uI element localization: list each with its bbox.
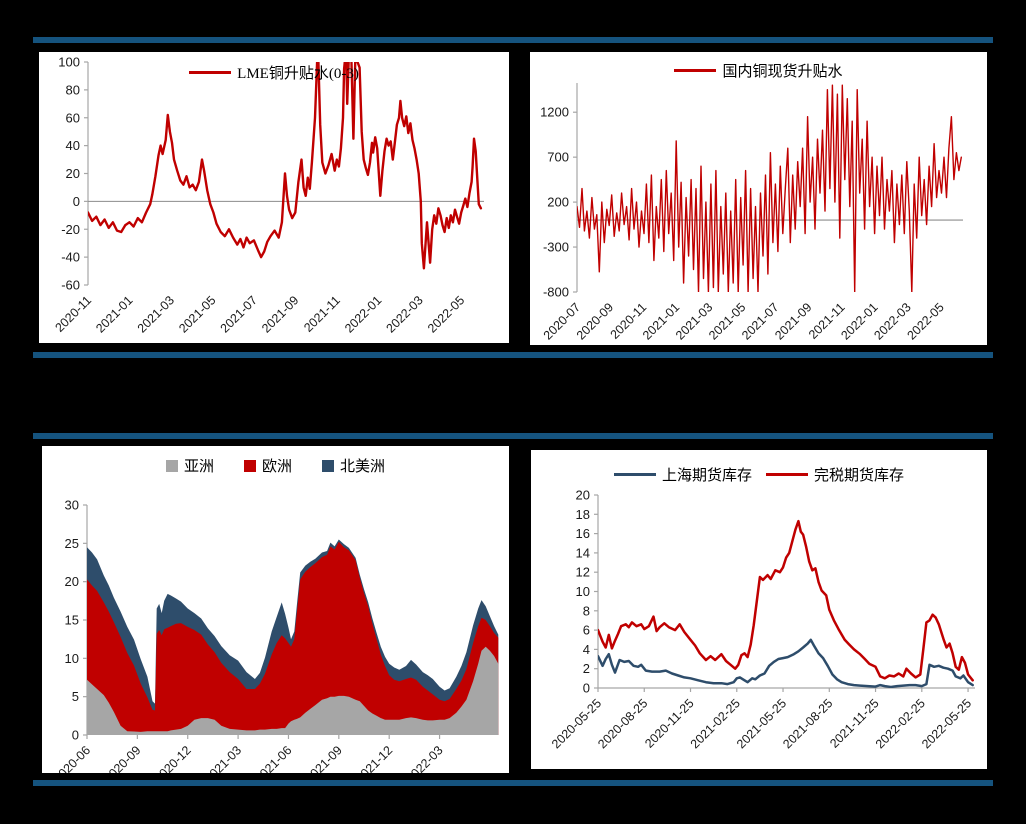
- legend-label: 欧洲: [261, 459, 292, 475]
- svg-text:-20: -20: [61, 222, 80, 237]
- svg-text:2022-05: 2022-05: [425, 293, 467, 335]
- legend-item-duty-paid: 完税期货库存: [766, 464, 904, 485]
- svg-text:200: 200: [547, 195, 569, 210]
- divider-bar-top: [33, 37, 993, 43]
- divider-bar-mid-lower: [33, 433, 993, 439]
- svg-text:14: 14: [576, 545, 590, 560]
- svg-text:-300: -300: [543, 240, 569, 255]
- svg-text:2020-09: 2020-09: [101, 743, 143, 773]
- svg-text:15: 15: [65, 613, 79, 628]
- divider-bar-mid-upper: [33, 352, 993, 358]
- svg-text:2020-08-25: 2020-08-25: [595, 696, 650, 751]
- legend-label: LME铜升贴水(0-3): [237, 66, 359, 82]
- chart-panel-lme-premium: LME铜升贴水(0-3) 100 80 60 40 20 0 -20 -40 -60 2020-1…: [39, 52, 509, 343]
- navy-line-swatch: [613, 473, 656, 476]
- domestic-premium-chart: 1200700200-300-8002020-072020-092020-112…: [540, 83, 963, 343]
- svg-text:30: 30: [65, 498, 79, 513]
- svg-text:2021-03: 2021-03: [135, 293, 177, 335]
- svg-text:2021-06: 2021-06: [252, 743, 294, 773]
- svg-text:18: 18: [576, 507, 590, 522]
- legend-label: 完税期货库存: [814, 468, 905, 484]
- svg-text:0: 0: [72, 728, 79, 743]
- svg-text:12: 12: [576, 565, 590, 580]
- svg-text:25: 25: [65, 536, 79, 551]
- svg-text:700: 700: [547, 150, 569, 165]
- svg-text:-800: -800: [543, 285, 569, 300]
- svg-text:16: 16: [576, 526, 590, 541]
- svg-text:-40: -40: [61, 250, 80, 265]
- chart-panel-domestic-premium: 国内铜现货升贴水 1200 700 200 -300 -800 2020-07 2020-0…: [530, 52, 987, 345]
- legend-label: 上海期货库存: [661, 468, 752, 484]
- svg-text:2022-01: 2022-01: [342, 293, 384, 335]
- svg-text:100: 100: [58, 55, 80, 70]
- svg-text:2021-12: 2021-12: [353, 743, 395, 773]
- svg-text:2020-11: 2020-11: [52, 293, 94, 335]
- svg-text:80: 80: [66, 82, 80, 97]
- legend-item-domestic: 国内铜现货升贴水: [674, 60, 843, 81]
- svg-text:2020-06: 2020-06: [51, 743, 93, 773]
- futures-inventory-chart: 201816141210864202020-05-252020-08-25202…: [549, 488, 975, 751]
- red-line-swatch: [674, 69, 717, 72]
- gray-square-swatch: [165, 459, 178, 472]
- navy-square-swatch: [322, 459, 334, 472]
- svg-text:0: 0: [73, 194, 80, 209]
- chart-panel-region-inventory: 亚洲 欧洲 北美洲 30 25 20 15 10 5 0 2020-06 2020-09 2020…: [42, 446, 509, 773]
- svg-text:6: 6: [583, 623, 590, 638]
- svg-text:2021-07: 2021-07: [218, 293, 260, 335]
- svg-text:2021-08-25: 2021-08-25: [780, 696, 835, 751]
- red-line-swatch: [766, 473, 808, 476]
- divider-bar-bottom: [33, 780, 993, 786]
- legend-label: 国内铜现货升贴水: [722, 64, 843, 80]
- red-square-swatch: [243, 459, 256, 472]
- legend-item-europe: 欧洲: [243, 455, 292, 476]
- svg-text:2022-03: 2022-03: [384, 293, 426, 335]
- svg-text:2021-05: 2021-05: [176, 293, 218, 335]
- svg-text:20: 20: [66, 166, 80, 181]
- svg-text:2020-12: 2020-12: [152, 743, 194, 773]
- svg-text:2022-03: 2022-03: [403, 743, 445, 773]
- svg-text:2022-05: 2022-05: [904, 300, 946, 342]
- legend-label: 北美洲: [340, 459, 386, 475]
- svg-text:8: 8: [583, 603, 590, 618]
- legend-item-shanghai: 上海期货库存: [613, 464, 752, 485]
- legend-item-lme: LME铜升贴水(0-3): [189, 62, 359, 83]
- legend-label: 亚洲: [183, 459, 214, 475]
- svg-text:2021-03: 2021-03: [202, 743, 244, 773]
- legend-futures: 上海期货库存 完税期货库存: [531, 464, 987, 485]
- svg-text:60: 60: [66, 110, 80, 125]
- svg-text:2021-09: 2021-09: [303, 743, 345, 773]
- legend-lme: LME铜升贴水(0-3): [39, 62, 509, 83]
- svg-text:0: 0: [583, 681, 590, 696]
- svg-text:2021-09: 2021-09: [772, 300, 814, 342]
- svg-text:40: 40: [66, 138, 80, 153]
- svg-text:4: 4: [583, 642, 590, 657]
- legend-item-north-america: 北美洲: [322, 455, 385, 476]
- svg-text:2021-09: 2021-09: [259, 293, 301, 335]
- legend-regions: 亚洲 欧洲 北美洲: [42, 455, 509, 476]
- svg-text:-60: -60: [61, 278, 80, 293]
- svg-text:20: 20: [576, 488, 590, 503]
- svg-text:20: 20: [65, 574, 79, 589]
- svg-text:2021-11: 2021-11: [301, 293, 343, 335]
- svg-text:2021-01: 2021-01: [93, 293, 135, 335]
- svg-text:5: 5: [72, 689, 79, 704]
- chart-panel-futures-inventory: 上海期货库存 完税期货库存 20 18 16 14 12 10 8 6 4 2 0 2020-05-2…: [531, 450, 987, 769]
- legend-item-asia: 亚洲: [165, 455, 214, 476]
- svg-text:2022-05-25: 2022-05-25: [919, 696, 974, 751]
- red-line-swatch: [189, 71, 232, 74]
- legend-domestic: 国内铜现货升贴水: [530, 60, 987, 81]
- svg-text:1200: 1200: [540, 105, 569, 120]
- svg-text:10: 10: [65, 651, 79, 666]
- svg-text:10: 10: [576, 584, 590, 599]
- svg-text:2020-09: 2020-09: [574, 300, 616, 342]
- svg-text:2: 2: [583, 661, 590, 676]
